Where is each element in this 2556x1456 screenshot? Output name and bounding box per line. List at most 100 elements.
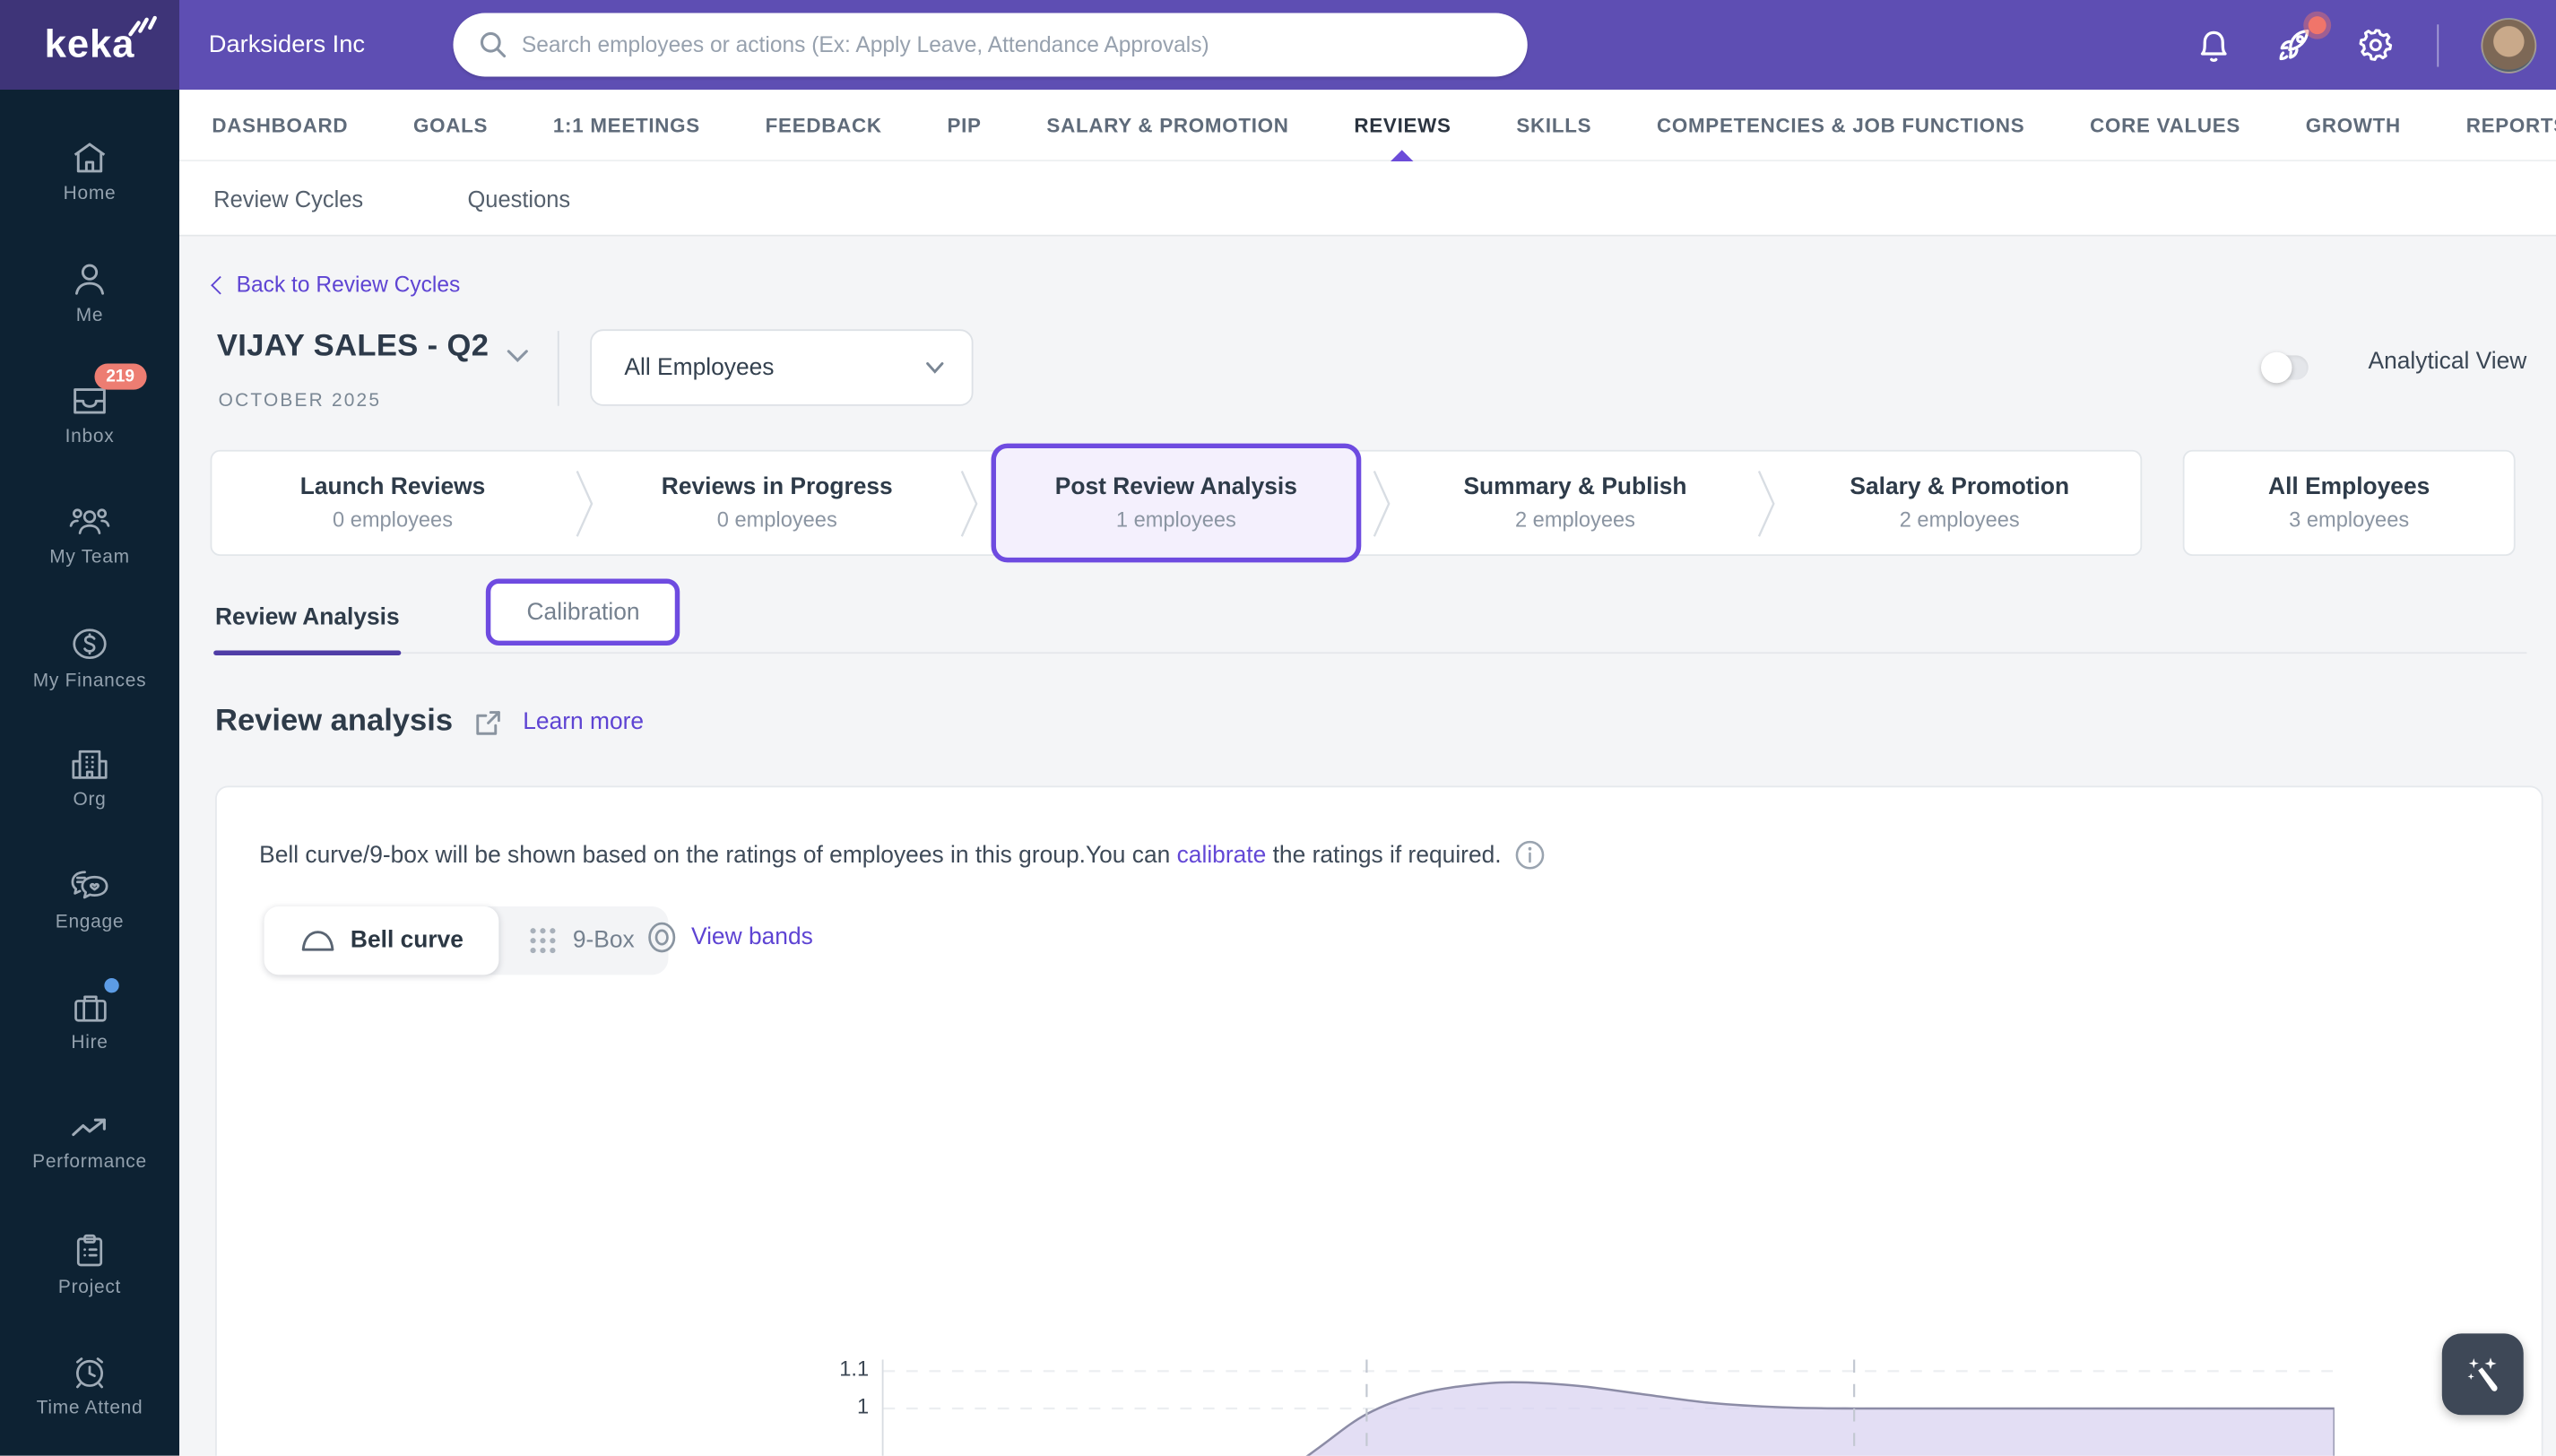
sidebar-item-my-team[interactable]: My Team	[0, 475, 179, 596]
nine-box-grid-icon	[531, 928, 557, 954]
tab-salary-promotion[interactable]: SALARY & PROMOTION	[1046, 113, 1289, 136]
stage-chevron-separator	[1372, 452, 1394, 555]
review-analysis-card: Bell curve/9-box will be shown based on …	[215, 785, 2545, 1456]
sidebar-item-performance[interactable]: Performance	[0, 1082, 179, 1203]
clipboard-icon	[76, 1234, 103, 1266]
inbox-icon	[74, 387, 106, 414]
y-tick-label: 1.1	[839, 1356, 870, 1382]
building-icon	[72, 750, 108, 780]
sidebar-item-hire[interactable]: Hire	[0, 961, 179, 1082]
reviews-subnav: Review Cycles Questions	[179, 161, 2556, 237]
tab-core-values[interactable]: CORE VALUES	[2090, 113, 2240, 136]
chart-plot-area	[881, 1359, 2335, 1456]
view-bands-link[interactable]: View bands	[645, 921, 813, 953]
chart-type-segmented-control: Bell curve 9-Box	[264, 906, 669, 975]
subtab-questions[interactable]: Questions	[467, 185, 571, 212]
tab-review-analysis[interactable]: Review Analysis	[213, 584, 402, 655]
bands-target-icon	[648, 922, 676, 953]
briefcase-icon	[74, 995, 106, 1023]
top-bar: keka Darksiders Inc	[0, 0, 2556, 91]
external-link-icon	[475, 710, 500, 734]
keka-logo[interactable]: keka	[0, 0, 180, 91]
sidebar-item-inbox[interactable]: 219 Inbox	[0, 354, 179, 475]
tab-feedback[interactable]: FEEDBACK	[765, 113, 882, 136]
chart-svg	[883, 1359, 2335, 1456]
header-divider	[557, 331, 559, 406]
employee-group-value: All Employees	[624, 354, 775, 381]
stage-salary-promotion[interactable]: Salary & Promotion 2 employees	[1850, 474, 2070, 532]
logo-text: keka	[44, 22, 135, 66]
stage-summary-publish[interactable]: Summary & Publish 2 employees	[1463, 474, 1687, 532]
toggle-knob	[2260, 351, 2292, 384]
sidebar-item-engage[interactable]: Engage	[0, 839, 179, 960]
chevron-down-icon	[926, 362, 944, 374]
global-search[interactable]	[453, 13, 1528, 77]
user-icon	[75, 264, 105, 295]
sidebar-item-home[interactable]: Home	[0, 111, 179, 232]
info-icon[interactable]	[1514, 839, 1546, 871]
tab-calibration[interactable]: Calibration	[486, 578, 681, 646]
chat-icon	[71, 871, 108, 899]
inbox-count-badge: 219	[94, 363, 146, 390]
sidebar-item-me[interactable]: Me	[0, 232, 179, 353]
stage-launch-reviews[interactable]: Launch Reviews 0 employees	[299, 474, 486, 532]
notifications-button[interactable]	[2196, 25, 2231, 65]
stage-chevron-separator	[574, 452, 596, 555]
assistant-fab[interactable]	[2441, 1333, 2524, 1416]
tab-reports[interactable]: REPORTS	[2465, 113, 2556, 136]
alarm-icon	[76, 1357, 104, 1389]
sidebar: Home Me 219 Inbox My Team My Finances Or…	[0, 90, 180, 1456]
team-icon	[69, 508, 110, 535]
analytical-view-toggle[interactable]	[2260, 351, 2309, 384]
tab-competencies[interactable]: COMPETENCIES & JOB FUNCTIONS	[1656, 113, 2025, 136]
cycle-dropdown-chevron-icon[interactable]	[506, 347, 530, 363]
review-stage-pipeline: Launch Reviews 0 employees Reviews in Pr…	[210, 443, 2516, 563]
subtab-review-cycles[interactable]: Review Cycles	[213, 185, 364, 212]
hire-notification-dot	[104, 977, 119, 992]
trend-icon	[72, 1118, 106, 1136]
chevron-left-icon	[211, 275, 230, 295]
home-icon	[74, 143, 106, 172]
sidebar-item-my-finances[interactable]: My Finances	[0, 596, 179, 717]
stage-post-review-analysis[interactable]: Post Review Analysis 1 employees	[990, 443, 1362, 563]
sidebar-item-time-attend[interactable]: Time Attend	[0, 1325, 179, 1446]
stage-all-employees[interactable]: All Employees 3 employees	[2182, 449, 2516, 557]
user-avatar[interactable]	[2481, 17, 2537, 73]
nine-box-option[interactable]: 9-Box	[499, 911, 663, 969]
search-input[interactable]	[521, 32, 1502, 57]
tab-growth[interactable]: GROWTH	[2305, 113, 2401, 136]
tab-goals[interactable]: GOALS	[412, 113, 489, 136]
sidebar-item-org[interactable]: Org	[0, 718, 179, 839]
stage-chevron-separator	[1756, 452, 1779, 555]
sidebar-item-project[interactable]: Project	[0, 1204, 179, 1325]
calibrate-link[interactable]: calibrate	[1176, 842, 1267, 869]
section-heading-row: Review analysis Learn more	[215, 705, 644, 741]
rocket-icon	[2279, 29, 2309, 61]
employee-group-dropdown[interactable]: All Employees	[590, 329, 974, 406]
magic-wand-icon	[2467, 1357, 2498, 1391]
bell-curve-option[interactable]: Bell curve	[264, 906, 499, 975]
y-tick-label: 1	[856, 1393, 870, 1418]
bell-curve-note: Bell curve/9-box will be shown based on …	[259, 839, 1546, 871]
tab-dashboard[interactable]: DASHBOARD	[212, 113, 349, 136]
stage-reviews-in-progress[interactable]: Reviews in Progress 0 employees	[661, 474, 893, 532]
learn-more-link[interactable]: Learn more	[523, 708, 645, 736]
cycle-title: VIJAY SALES - Q2	[216, 329, 490, 364]
tab-skills[interactable]: SKILLS	[1516, 113, 1592, 136]
content-area: Back to Review Cycles VIJAY SALES - Q2 O…	[179, 236, 2556, 1456]
bell-icon	[2200, 30, 2227, 62]
logo-spark-icon	[127, 14, 157, 36]
company-name[interactable]: Darksiders Inc	[208, 30, 366, 59]
main-area: DASHBOARD GOALS 1:1 MEETINGS FEEDBACK PI…	[179, 90, 2556, 1456]
whats-new-badge	[2308, 16, 2326, 35]
tab-reviews[interactable]: REVIEWS	[1354, 89, 1451, 161]
back-to-review-cycles-link[interactable]: Back to Review Cycles	[211, 273, 460, 297]
tab-pip[interactable]: PIP	[947, 113, 982, 136]
whats-new-button[interactable]	[2274, 16, 2326, 65]
tab-1-1-meetings[interactable]: 1:1 MEETINGS	[552, 113, 700, 136]
gear-icon	[2359, 29, 2393, 61]
topbar-divider	[2437, 23, 2439, 66]
settings-button[interactable]	[2357, 26, 2395, 64]
bell-curve-chart: Employees 1.110.80.60.4	[217, 787, 2545, 1456]
